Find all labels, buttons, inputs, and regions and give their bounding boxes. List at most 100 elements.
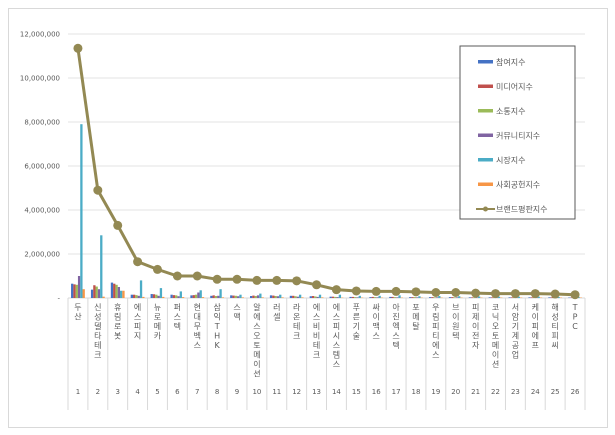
bar-커뮤니티지수 bbox=[217, 295, 220, 298]
bar-사회공헌지수 bbox=[241, 297, 244, 298]
bar-소통지수 bbox=[314, 296, 317, 298]
bar-소통지수 bbox=[373, 297, 377, 298]
x-index-label: 14 bbox=[332, 388, 341, 396]
x-index-label: 20 bbox=[451, 388, 460, 396]
line-point bbox=[113, 220, 123, 230]
bar-참여지수 bbox=[508, 297, 511, 298]
bar-사회공헌지수 bbox=[122, 290, 125, 298]
x-index-label: 11 bbox=[272, 388, 281, 396]
bar-시장지수 bbox=[537, 296, 540, 298]
bar-사회공헌지수 bbox=[321, 297, 324, 298]
x-index-label: 5 bbox=[155, 388, 159, 396]
bar-시장지수 bbox=[398, 295, 401, 298]
bar-커뮤니티지수 bbox=[316, 296, 319, 298]
bar-미디어지수 bbox=[152, 294, 156, 298]
bar-시장지수 bbox=[358, 295, 361, 298]
x-index-label: 13 bbox=[312, 388, 321, 396]
line-point bbox=[152, 264, 162, 274]
bar-소통지수 bbox=[175, 295, 178, 298]
bar-커뮤니티지수 bbox=[177, 296, 180, 298]
bar-사회공헌지수 bbox=[102, 296, 105, 298]
bar-미디어지수 bbox=[212, 295, 215, 298]
line-point bbox=[73, 43, 83, 53]
bar-커뮤니티지수 bbox=[356, 297, 359, 298]
bar-시장지수 bbox=[338, 294, 342, 298]
bar-참여지수 bbox=[468, 297, 472, 298]
line-point bbox=[172, 271, 182, 281]
x-index-label: 19 bbox=[431, 388, 440, 396]
line-point bbox=[292, 276, 302, 286]
x-index-label: 23 bbox=[511, 388, 520, 396]
bar-소통지수 bbox=[254, 296, 257, 298]
bar-참여지수 bbox=[230, 295, 233, 298]
x-index-label: 17 bbox=[392, 388, 401, 396]
legend-label: 브랜드평판지수 bbox=[496, 204, 548, 214]
bar-소통지수 bbox=[194, 294, 198, 298]
bar-미디어지수 bbox=[411, 297, 414, 298]
line-point bbox=[192, 271, 202, 281]
bar-커뮤니티지수 bbox=[197, 292, 200, 298]
bar-시장지수 bbox=[458, 296, 461, 298]
bar-시장지수 bbox=[179, 291, 182, 298]
line-point bbox=[550, 289, 560, 299]
line-point bbox=[530, 289, 540, 299]
bar-사회공헌지수 bbox=[221, 297, 225, 298]
bar-참여지수 bbox=[488, 297, 491, 298]
x-index-label: 22 bbox=[491, 388, 500, 396]
bar-미디어지수 bbox=[73, 284, 76, 298]
legend-label: 소통지수 bbox=[496, 107, 525, 116]
bar-소통지수 bbox=[95, 286, 98, 298]
x-index-label: 12 bbox=[292, 388, 301, 396]
bar-시장지수 bbox=[557, 296, 560, 298]
x-index-label: 26 bbox=[571, 388, 580, 396]
bar-사회공헌지수 bbox=[201, 297, 205, 298]
bar-참여지수 bbox=[90, 289, 94, 298]
y-tick-label: 10,000,000 bbox=[20, 75, 60, 83]
bar-미디어지수 bbox=[252, 295, 255, 298]
legend-swatch bbox=[478, 84, 493, 88]
x-index-label: 1 bbox=[76, 388, 80, 396]
bar-미디어지수 bbox=[550, 297, 553, 298]
bar-미디어지수 bbox=[272, 295, 275, 298]
bar-사회공헌지수 bbox=[181, 297, 185, 298]
bar-시장지수 bbox=[279, 294, 282, 298]
bar-커뮤니티지수 bbox=[157, 295, 160, 298]
bar-미디어지수 bbox=[311, 296, 315, 298]
bar-참여지수 bbox=[110, 282, 114, 298]
line-point bbox=[491, 289, 501, 299]
bar-미디어지수 bbox=[292, 295, 295, 298]
bar-미디어지수 bbox=[113, 283, 116, 298]
bar-사회공헌지수 bbox=[281, 297, 284, 298]
bar-커뮤니티지수 bbox=[137, 295, 140, 298]
bar-시장지수 bbox=[219, 289, 222, 298]
bar-시장지수 bbox=[418, 296, 421, 298]
x-index-label: 3 bbox=[115, 388, 119, 396]
bar-커뮤니티지수 bbox=[276, 296, 280, 298]
bar-커뮤니티지수 bbox=[256, 295, 260, 298]
line-point bbox=[312, 280, 322, 290]
bar-시장지수 bbox=[80, 124, 83, 298]
bar-커뮤니티지수 bbox=[336, 297, 339, 298]
bar-참여지수 bbox=[369, 297, 372, 298]
bar-시장지수 bbox=[318, 294, 322, 298]
bar-참여지수 bbox=[250, 296, 253, 298]
bar-커뮤니티지수 bbox=[396, 297, 399, 298]
y-tick-label: 4,000,000 bbox=[24, 207, 60, 215]
x-index-label: 7 bbox=[195, 388, 199, 396]
bar-미디어지수 bbox=[510, 297, 514, 298]
bar-참여지수 bbox=[190, 295, 193, 298]
line-point bbox=[133, 257, 143, 267]
